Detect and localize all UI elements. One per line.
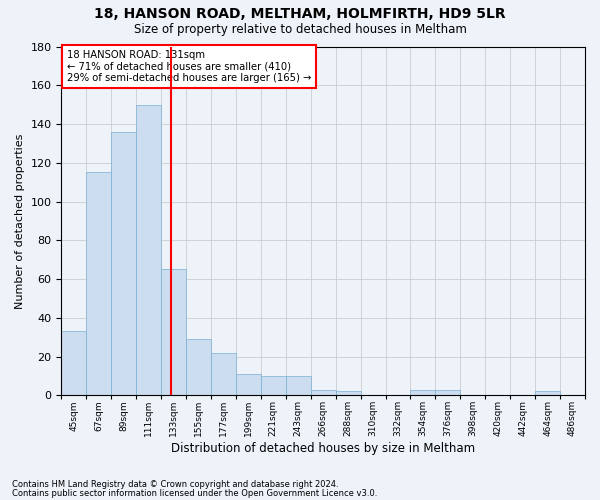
Bar xyxy=(286,376,311,396)
Text: Contains public sector information licensed under the Open Government Licence v3: Contains public sector information licen… xyxy=(12,488,377,498)
Bar xyxy=(86,172,111,396)
Bar xyxy=(436,390,460,396)
Bar xyxy=(61,332,86,396)
Bar xyxy=(261,376,286,396)
Text: 18, HANSON ROAD, MELTHAM, HOLMFIRTH, HD9 5LR: 18, HANSON ROAD, MELTHAM, HOLMFIRTH, HD9… xyxy=(94,8,506,22)
Bar xyxy=(136,104,161,396)
Bar xyxy=(211,352,236,396)
Text: Contains HM Land Registry data © Crown copyright and database right 2024.: Contains HM Land Registry data © Crown c… xyxy=(12,480,338,489)
X-axis label: Distribution of detached houses by size in Meltham: Distribution of detached houses by size … xyxy=(171,442,475,455)
Bar xyxy=(236,374,261,396)
Bar xyxy=(161,270,186,396)
Bar xyxy=(535,392,560,396)
Text: 18 HANSON ROAD: 131sqm
← 71% of detached houses are smaller (410)
29% of semi-de: 18 HANSON ROAD: 131sqm ← 71% of detached… xyxy=(67,50,311,83)
Bar xyxy=(410,390,436,396)
Bar xyxy=(311,390,335,396)
Bar xyxy=(111,132,136,396)
Y-axis label: Number of detached properties: Number of detached properties xyxy=(15,133,25,308)
Text: Size of property relative to detached houses in Meltham: Size of property relative to detached ho… xyxy=(134,22,466,36)
Bar xyxy=(186,339,211,396)
Bar xyxy=(335,392,361,396)
